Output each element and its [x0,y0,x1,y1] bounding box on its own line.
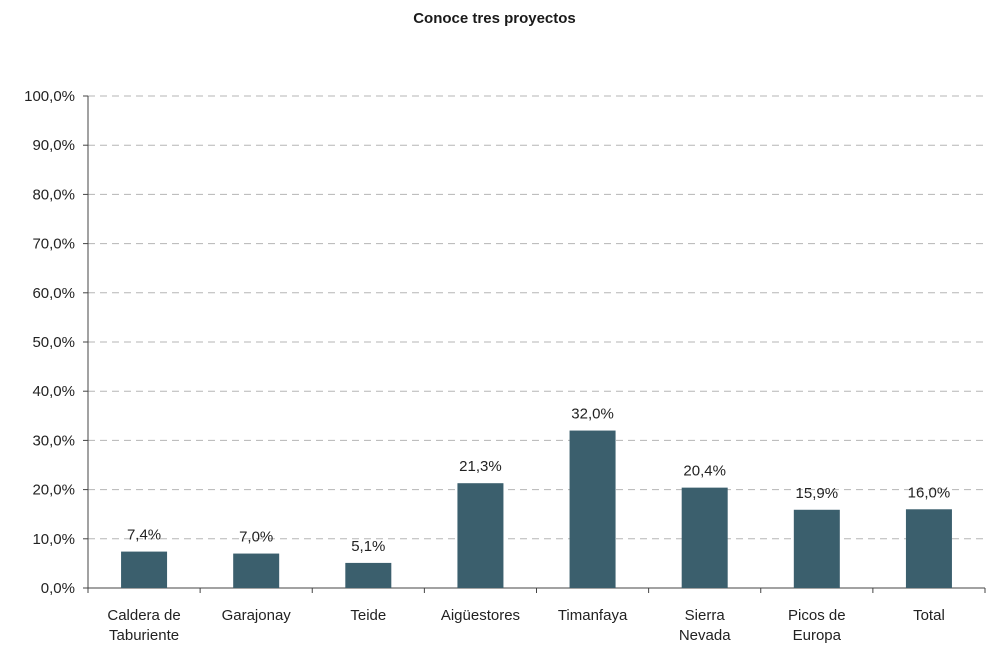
y-tick-label: 10,0% [32,531,75,548]
x-tick-label: Timanfaya [558,607,628,624]
y-tick-label: 30,0% [32,432,75,449]
bar [345,562,392,588]
bar [121,551,168,588]
data-label: 21,3% [459,458,502,475]
bar [233,553,280,588]
y-tick-label: 20,0% [32,482,75,499]
x-tick-label: Total [913,607,945,624]
chart-title: Conoce tres proyectos [413,10,576,27]
data-label: 7,0% [239,529,273,546]
data-label: 15,9% [796,485,839,502]
x-tick-label: Picos de Europa [788,607,846,644]
x-tick-label: Sierra Nevada [679,607,731,644]
bar [457,483,504,588]
x-tick-label: Garajonay [222,607,292,624]
bar [793,509,840,588]
y-tick-label: 80,0% [32,186,75,203]
data-label: 7,4% [127,527,161,544]
bar [569,430,616,588]
y-tick-label: 50,0% [32,334,75,351]
data-label: 5,1% [351,538,385,555]
data-label: 32,0% [571,406,614,423]
y-tick-label: 40,0% [32,383,75,400]
bar [905,509,952,588]
data-label: 20,4% [683,463,726,480]
data-label: 16,0% [908,484,951,501]
y-tick-label: 60,0% [32,285,75,302]
x-tick-label: Aigüestores [441,607,520,624]
y-tick-label: 0,0% [41,580,75,597]
y-tick-label: 70,0% [32,236,75,253]
x-tick-label: Caldera de Taburiente [107,607,180,644]
x-tick-label: Teide [350,607,386,624]
y-tick-label: 100,0% [24,88,75,105]
bar [681,487,728,588]
y-tick-label: 90,0% [32,137,75,154]
